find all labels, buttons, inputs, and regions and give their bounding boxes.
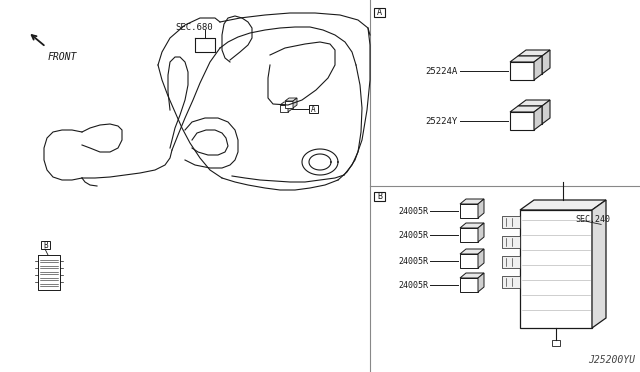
Polygon shape — [520, 200, 606, 210]
Text: A: A — [311, 105, 316, 113]
Polygon shape — [460, 273, 484, 278]
Text: FRONT: FRONT — [48, 52, 77, 62]
Polygon shape — [542, 100, 550, 124]
FancyBboxPatch shape — [374, 8, 385, 17]
FancyBboxPatch shape — [309, 105, 318, 113]
Text: 24005R: 24005R — [398, 257, 428, 266]
Polygon shape — [460, 249, 484, 254]
Text: 24005R: 24005R — [398, 206, 428, 215]
Bar — [460, 228, 478, 242]
Text: 24005R: 24005R — [398, 280, 428, 289]
Bar — [502, 276, 520, 288]
Polygon shape — [518, 100, 550, 106]
Polygon shape — [460, 223, 484, 228]
Bar — [502, 236, 520, 248]
Bar — [280, 105, 288, 112]
Polygon shape — [510, 106, 542, 112]
Polygon shape — [518, 50, 550, 56]
Text: B: B — [43, 241, 48, 250]
Bar — [510, 62, 534, 80]
Bar — [518, 56, 542, 74]
Text: SEC.240: SEC.240 — [575, 215, 610, 224]
Polygon shape — [285, 98, 297, 101]
Polygon shape — [478, 273, 484, 292]
Text: SEC.680: SEC.680 — [175, 23, 212, 32]
Text: A: A — [377, 8, 382, 17]
Text: B: B — [377, 192, 382, 201]
Bar — [285, 101, 293, 108]
Bar — [518, 106, 542, 124]
Polygon shape — [288, 102, 292, 112]
FancyBboxPatch shape — [374, 192, 385, 201]
Polygon shape — [478, 223, 484, 242]
Bar — [552, 340, 560, 346]
Bar — [460, 204, 478, 218]
Polygon shape — [478, 199, 484, 218]
Text: J25200YU: J25200YU — [588, 355, 635, 365]
Polygon shape — [460, 199, 484, 204]
Polygon shape — [542, 50, 550, 74]
Bar — [510, 112, 534, 130]
Text: 24005R: 24005R — [398, 231, 428, 240]
Polygon shape — [534, 56, 542, 80]
Polygon shape — [478, 249, 484, 268]
Bar — [502, 256, 520, 268]
Polygon shape — [280, 102, 292, 105]
Text: 25224A: 25224A — [426, 67, 458, 76]
Polygon shape — [592, 200, 606, 328]
Polygon shape — [510, 56, 542, 62]
Polygon shape — [534, 106, 542, 130]
FancyBboxPatch shape — [41, 241, 50, 249]
Bar — [460, 278, 478, 292]
Bar — [460, 254, 478, 268]
Text: 25224Y: 25224Y — [426, 116, 458, 125]
Bar — [502, 216, 520, 228]
Polygon shape — [293, 98, 297, 108]
Bar — [520, 210, 592, 328]
